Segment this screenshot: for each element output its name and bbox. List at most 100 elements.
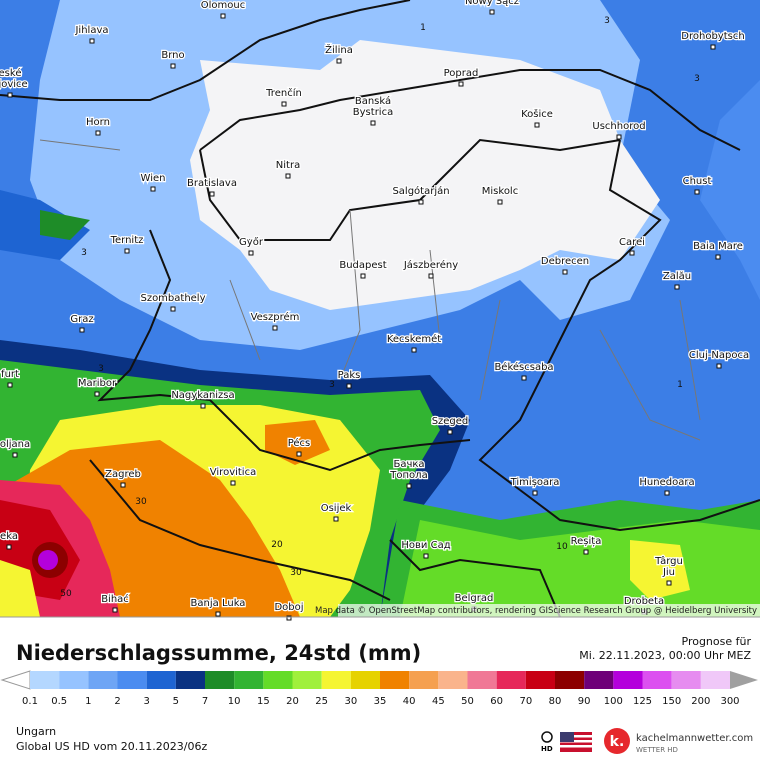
city-label: Nitra (276, 160, 300, 171)
city-dot (12, 452, 18, 458)
city-dot (272, 325, 278, 331)
city-label: Banja Luka (191, 598, 246, 609)
city-label: Cluj-Napoca (689, 350, 749, 361)
city-label: Brno (161, 50, 184, 61)
legend-label: 1 (85, 696, 91, 707)
city-label: Uschhorod (592, 121, 645, 132)
city-dot (215, 611, 221, 617)
contour-label: 30 (290, 568, 302, 578)
city-dot (418, 199, 424, 205)
city-label: Doboj (274, 602, 303, 613)
legend-swatch (263, 671, 293, 689)
city-dot (458, 81, 464, 87)
title: Niederschlagssumme, 24std (mm) (16, 641, 421, 665)
legend-swatch (438, 671, 468, 689)
city-label: Zalău (663, 271, 691, 282)
legend-label: 40 (403, 696, 416, 707)
city-dot (89, 38, 95, 44)
legend-swatch (292, 671, 322, 689)
city-label: Ternitz (110, 235, 144, 246)
city-label: Trenčín (265, 87, 302, 99)
city-label: Târgu (654, 555, 683, 567)
legend-label: 5 (173, 696, 179, 707)
city-dot (666, 580, 672, 586)
city-label: Graz (70, 314, 93, 325)
city-label: Нови Сад (401, 540, 450, 551)
city-dot (521, 375, 527, 381)
legend-label: 60 (490, 696, 503, 707)
legend-swatch (496, 671, 526, 689)
legend-swatch (642, 671, 672, 689)
city-dot (94, 391, 100, 397)
contour-label: 3 (81, 248, 87, 258)
logo[interactable] (604, 728, 630, 754)
legend-arrow-low (0, 670, 31, 690)
attribution-bg (338, 604, 760, 617)
legend-label: 0.5 (51, 696, 67, 707)
city-label: Košice (521, 108, 553, 120)
city-label: Budapest (339, 260, 386, 271)
legend-swatch (146, 671, 176, 689)
legend-swatch (234, 671, 264, 689)
legend-swatch (30, 671, 60, 689)
logo-text: k. (610, 734, 625, 750)
city-label: Drohobytsch (681, 31, 744, 42)
us-flag[interactable] (560, 732, 592, 752)
city-label: Baia Mare (693, 241, 743, 252)
legend-swatch (555, 671, 585, 689)
city-dot (285, 173, 291, 179)
legend-label: 300 (720, 696, 739, 707)
city-dot (220, 13, 226, 19)
city-dot (170, 306, 176, 312)
legend-swatch (88, 671, 118, 689)
city-label: Bratislava (187, 178, 237, 189)
city-dot (428, 273, 434, 279)
city-dot (170, 63, 176, 69)
city-dot (230, 480, 236, 486)
zoom-icon[interactable] (541, 731, 553, 743)
city-label: Jiu (662, 567, 675, 578)
city-label: Pécs (288, 437, 311, 449)
legend-swatch (467, 671, 497, 689)
city-label: eské (0, 67, 21, 79)
brand: WETTER HD (636, 746, 678, 754)
city-dot (346, 383, 352, 389)
city-label: Wien (141, 173, 166, 184)
legend-swatch (59, 671, 89, 689)
city-label: Reșița (571, 536, 602, 547)
city-label: Salgótarján (392, 185, 449, 197)
city-label: Timișoara (510, 477, 560, 488)
contour-label: 10 (556, 542, 568, 552)
site[interactable]: kachelmannwetter.com (636, 733, 753, 744)
city-label: Paks (338, 370, 361, 381)
city-dot (674, 284, 680, 290)
city-label: Žilina (325, 43, 353, 56)
precip-field (0, 0, 760, 617)
forecast-label: Prognose für (682, 635, 752, 648)
region: Ungarn (16, 725, 56, 738)
city-label: Zagreb (105, 469, 141, 480)
city-label: Poprad (444, 68, 479, 79)
legend-label: 90 (578, 696, 591, 707)
city-label: Топола (389, 470, 427, 481)
city-dot (423, 553, 429, 559)
city-dot (6, 544, 12, 550)
city-dot (95, 130, 101, 136)
city-dot (336, 58, 342, 64)
legend-label: 30 (344, 696, 357, 707)
city-dot (715, 254, 721, 260)
city-dot (7, 382, 13, 388)
legend-swatch (117, 671, 147, 689)
city-dot (112, 607, 118, 613)
contour-label: 1 (420, 23, 426, 33)
legend: 0.1 0.5 1 2 3 5 7 10 15 20 25 30 35 40 45 50 60 70 80 90 100… (0, 670, 758, 707)
city-dot (124, 248, 130, 254)
city-label: Nowy Sącz (465, 0, 519, 7)
city-dot (120, 482, 126, 488)
legend-swatch (700, 671, 730, 689)
city-dot (532, 490, 538, 496)
admin-borders (39, 139, 701, 441)
city-dot (370, 120, 376, 126)
forecast-time: Mi. 22.11.2023, 00:00 Uhr MEZ (579, 649, 751, 662)
